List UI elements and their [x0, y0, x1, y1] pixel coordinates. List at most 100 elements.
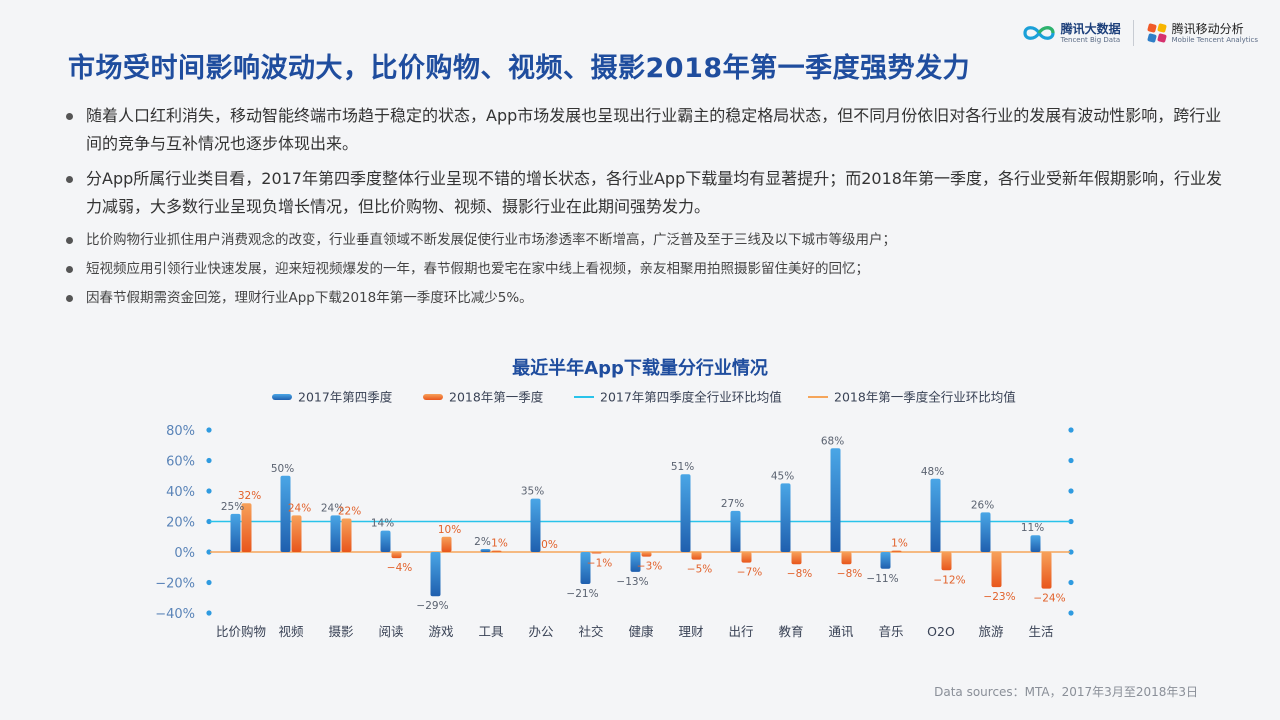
- x-category-label: 社交: [578, 624, 603, 639]
- data-label: 22%: [338, 505, 361, 517]
- axis-dot-left: [206, 488, 212, 494]
- x-category-label: 旅游: [978, 624, 1004, 639]
- data-label: −7%: [737, 567, 762, 579]
- data-label: −8%: [837, 568, 862, 580]
- pinwheel-logo-icon: [1147, 23, 1167, 43]
- bullet-major-1: 随着人口红利消失，移动智能终端市场趋于稳定的状态，App市场发展也呈现出行业霸主…: [62, 102, 1222, 158]
- data-label: −1%: [587, 558, 612, 570]
- axis-dot-right: [1068, 549, 1074, 555]
- bar-q1-2018: [341, 518, 352, 552]
- bar-q4-2017: [930, 478, 941, 552]
- bar-q1-2018: [791, 552, 802, 565]
- bullet-minor-1: 比价购物行业抓住用户消费观念的改变，行业垂直领域不断发展促使行业市场渗透率不断增…: [62, 230, 1222, 250]
- data-label: 48%: [921, 466, 944, 478]
- bar-q4-2017: [530, 498, 541, 552]
- data-label: −24%: [1033, 593, 1065, 605]
- x-category-label: 阅读: [378, 624, 403, 639]
- bar-q1-2018: [741, 552, 752, 563]
- axis-dot-right: [1068, 579, 1074, 586]
- bar-q4-2017: [630, 552, 641, 572]
- y-tick-label: 0%: [174, 546, 195, 561]
- logo-divider: [1132, 20, 1134, 46]
- bullet-minor-2: 短视频应用引领行业快速发展，迎来短视频爆发的一年，春节假期也爱宅在家中线上看视频…: [62, 259, 1222, 279]
- data-label: 45%: [771, 470, 794, 482]
- bar-q1-2018: [291, 515, 302, 552]
- axis-dot-left: [206, 549, 212, 555]
- data-label: −8%: [787, 568, 812, 580]
- data-label: 1%: [491, 537, 508, 549]
- x-category-label: 通讯: [828, 624, 854, 639]
- bar-q4-2017: [1030, 535, 1041, 552]
- logo1-sub: Tencent Big Data: [1060, 35, 1121, 44]
- data-label: 0%: [541, 539, 558, 551]
- y-tick-label: 80%: [166, 424, 195, 439]
- bar-q4-2017: [230, 513, 241, 552]
- y-tick-label: −40%: [155, 607, 195, 622]
- legend-label: 2017年第四季度: [298, 390, 393, 405]
- bar-q4-2017: [830, 448, 841, 552]
- data-label: 50%: [271, 463, 294, 475]
- chart-bars: [230, 448, 1052, 597]
- bar-q1-2018: [591, 552, 602, 554]
- x-category-label: 视频: [278, 624, 304, 639]
- x-category-label: O2O: [927, 624, 955, 639]
- bar-q1-2018: [241, 503, 252, 552]
- bar-q1-2018: [1041, 552, 1052, 589]
- legend-swatch: [272, 394, 292, 400]
- data-source-note: Data sources：MTA，2017年3月至2018年3日: [934, 685, 1198, 699]
- y-tick-label: 40%: [166, 485, 195, 500]
- bar-q4-2017: [280, 475, 291, 552]
- legend-label: 2018年第一季度全行业环比均值: [834, 390, 1016, 405]
- data-label: 35%: [521, 486, 544, 498]
- axis-dot-right: [1068, 488, 1074, 494]
- bar-q4-2017: [680, 474, 691, 552]
- data-label: −11%: [866, 573, 898, 585]
- bar-q4-2017: [880, 552, 891, 569]
- x-category-label: 健康: [628, 624, 654, 639]
- chart-legend: 2017年第四季度 2018年第一季度 2017年第四季度全行业环比均值 2018年第…: [272, 390, 1016, 405]
- bullet-major-2: 分App所属行业类目看，2017年第四季度整体行业呈现不错的增长状态，各行业Ap…: [62, 165, 1222, 221]
- logo2-name: 腾讯移动分析: [1171, 21, 1244, 36]
- x-category-label: 音乐: [878, 624, 903, 639]
- data-label: −23%: [983, 591, 1015, 603]
- x-category-label: 游戏: [428, 624, 453, 639]
- bar-q4-2017: [480, 548, 491, 552]
- data-label: −13%: [616, 576, 648, 588]
- bar-q1-2018: [841, 552, 852, 565]
- header-logos: 腾讯大数据 Tencent Big Data 腾讯移动分析 Mobile Ten…: [1021, 20, 1258, 46]
- x-category-label: 工具: [478, 624, 504, 639]
- axis-dot-left: [206, 427, 212, 433]
- legend-label: 2017年第四季度全行业环比均值: [600, 390, 782, 405]
- bullet-minor-3: 因春节假期需资金回笼，理财行业App下载2018年第一季度环比减少5%。: [62, 288, 1222, 308]
- bullet-list: 随着人口红利消失，移动智能终端市场趋于稳定的状态，App市场发展也呈现出行业霸主…: [62, 102, 1222, 317]
- data-label: 27%: [721, 498, 744, 510]
- y-tick-label: −20%: [155, 577, 195, 592]
- bar-q4-2017: [980, 512, 991, 552]
- page-title: 市场受时间影响波动大，比价购物、视频、摄影2018年第一季度强势发力: [68, 53, 971, 84]
- x-category-label: 出行: [728, 624, 753, 639]
- axis-dot-left: [206, 579, 212, 586]
- data-label: 11%: [1021, 522, 1044, 534]
- bar-q4-2017: [430, 552, 441, 597]
- bar-q4-2017: [730, 510, 741, 552]
- data-label: −21%: [566, 588, 598, 600]
- x-category-label: 办公: [528, 624, 554, 639]
- bar-q1-2018: [891, 550, 902, 552]
- axis-dot-right: [1068, 457, 1074, 464]
- data-label: −29%: [416, 600, 448, 612]
- data-label: 2%: [474, 536, 491, 548]
- data-label: 1%: [891, 537, 908, 549]
- x-category-label: 教育: [778, 624, 803, 639]
- axis-dot-right: [1068, 518, 1074, 525]
- data-label: 68%: [821, 435, 844, 447]
- legend-label: 2018年第一季度: [449, 390, 544, 405]
- chart-data-labels: 25%32%50%24% 24%22%14%−4%−29%10%2% 1%35%0%…: [221, 435, 1066, 612]
- bar-q1-2018: [691, 552, 702, 560]
- bar-q1-2018: [491, 550, 502, 552]
- data-label: 24%: [321, 502, 344, 514]
- infinity-logo-icon: [1023, 26, 1055, 40]
- legend-swatch: [423, 394, 443, 400]
- axis-dot-left: [206, 518, 212, 525]
- data-label: −4%: [387, 562, 412, 574]
